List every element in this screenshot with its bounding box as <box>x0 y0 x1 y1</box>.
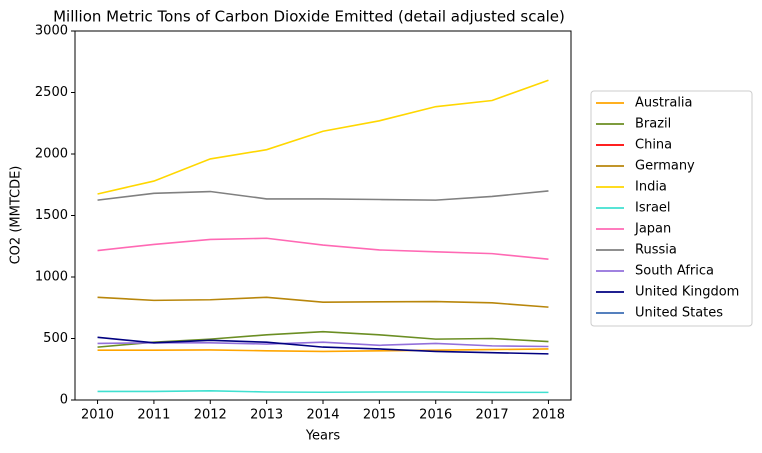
chart-title: Million Metric Tons of Carbon Dioxide Em… <box>53 8 565 26</box>
legend-label: United Kingdom <box>635 285 739 300</box>
series-line <box>97 190 549 201</box>
x-tick-label: 2014 <box>306 408 339 423</box>
series-line <box>97 296 549 308</box>
legend-label: Japan <box>634 222 671 237</box>
x-tick-label: 2017 <box>476 408 509 423</box>
series-line <box>97 237 549 260</box>
series-line <box>97 330 549 348</box>
y-axis-label: CO2 (MMTCDE) <box>9 166 24 265</box>
y-tick-label: 2500 <box>35 85 68 100</box>
series-line <box>97 389 549 394</box>
x-tick-label: 2013 <box>250 408 283 423</box>
legend-label: South Africa <box>635 264 714 279</box>
legend-box <box>590 90 753 327</box>
x-axis-label: Years <box>305 429 341 444</box>
series-line <box>97 79 549 195</box>
legend-label: Israel <box>635 201 671 216</box>
plot-lines <box>97 79 549 394</box>
legend-label: China <box>635 138 672 153</box>
series-line <box>97 348 549 353</box>
plot-frame <box>74 30 572 401</box>
legend-label: Germany <box>635 159 695 174</box>
legend-label: Russia <box>635 243 677 258</box>
x-tick-label: 2012 <box>194 408 227 423</box>
x-tick-label: 2018 <box>532 408 565 423</box>
y-tick-label: 1000 <box>35 270 68 285</box>
x-tick-label: 2015 <box>363 408 396 423</box>
y-tick-label: 0 <box>60 393 68 408</box>
x-tick-label: 2016 <box>419 408 452 423</box>
y-tick-label: 2000 <box>35 147 68 162</box>
series-line <box>97 341 549 348</box>
y-tick-label: 500 <box>43 331 68 346</box>
x-tick-label: 2011 <box>137 408 170 423</box>
x-tick-label: 2010 <box>81 408 114 423</box>
legend-label: United States <box>635 306 723 321</box>
y-tick-label: 1500 <box>35 208 68 223</box>
legend-label: Australia <box>635 96 693 111</box>
series-line <box>97 336 549 355</box>
legend-label: India <box>635 180 667 195</box>
y-tick-label: 3000 <box>35 24 68 39</box>
legend-label: Brazil <box>635 117 671 132</box>
